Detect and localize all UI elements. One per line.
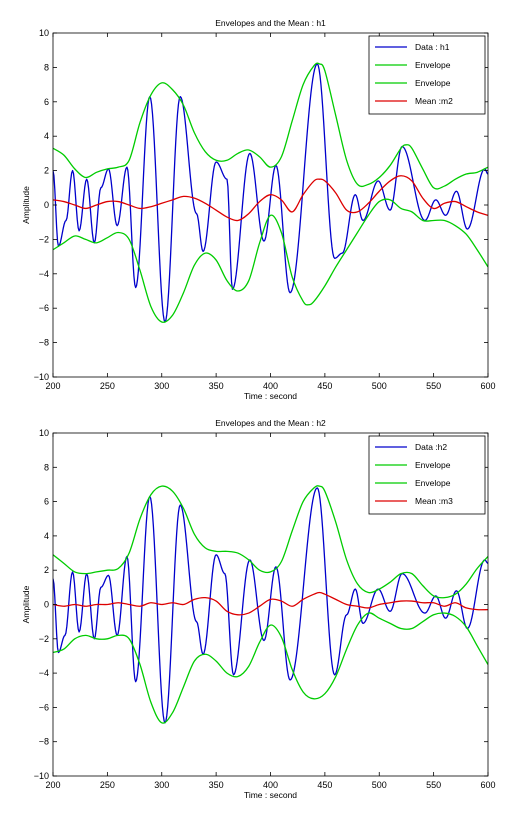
- chart-title: Envelopes and the Mean : h1: [215, 18, 326, 28]
- x-axis-label: Time : second: [244, 790, 297, 800]
- y-tick-label: 0: [44, 200, 49, 210]
- x-tick-label: 350: [209, 381, 224, 391]
- legend-entry: Envelope: [415, 460, 451, 470]
- series-line-4: [53, 175, 488, 222]
- y-tick-label: −8: [39, 338, 49, 348]
- series-line-2: [53, 485, 488, 599]
- x-tick-label: 300: [154, 381, 169, 391]
- legend-entry: Envelope: [415, 78, 451, 88]
- y-tick-label: 0: [44, 600, 49, 610]
- y-tick-label: −2: [39, 234, 49, 244]
- series-group: [53, 62, 488, 323]
- y-tick-label: −6: [39, 702, 49, 712]
- x-tick-label: 600: [480, 780, 495, 790]
- x-tick-label: 250: [100, 780, 115, 790]
- x-tick-label: 550: [426, 381, 441, 391]
- x-tick-label: 300: [154, 780, 169, 790]
- y-tick-label: 6: [44, 497, 49, 507]
- x-tick-label: 550: [426, 780, 441, 790]
- chart-title: Envelopes and the Mean : h2: [215, 418, 326, 428]
- y-tick-label: 4: [44, 531, 49, 541]
- legend-entry: Envelope: [415, 60, 451, 70]
- x-tick-label: 400: [263, 780, 278, 790]
- legend-entry: Mean :m2: [415, 96, 453, 106]
- y-tick-label: 8: [44, 462, 49, 472]
- legend-entry: Data :h2: [415, 442, 447, 452]
- y-tick-label: −2: [39, 634, 49, 644]
- x-tick-label: 200: [45, 381, 60, 391]
- y-axis-label: Amplitude: [21, 585, 31, 623]
- series-line-4: [53, 591, 488, 616]
- y-tick-label: 6: [44, 97, 49, 107]
- chart-h1: 200 250 300 350 400 450 500 550 600 −10 −8 −6 −4 −2 0 2…: [21, 18, 496, 400]
- x-axis-label: Time : second: [244, 391, 297, 400]
- x-tick-label: 350: [209, 780, 224, 790]
- series-line-1: [53, 63, 488, 323]
- y-tick-label: 4: [44, 131, 49, 141]
- y-tick-label: 10: [39, 28, 49, 38]
- series-line-3: [53, 198, 488, 323]
- y-tick-label: −8: [39, 737, 49, 747]
- x-tick-label: 500: [372, 780, 387, 790]
- y-tick-label: 2: [44, 565, 49, 575]
- x-tick-label: 600: [480, 381, 495, 391]
- x-tick-label: 400: [263, 381, 278, 391]
- y-tick-label: 2: [44, 166, 49, 176]
- x-tick-label: 450: [317, 780, 332, 790]
- legend-entry: Data : h1: [415, 42, 450, 52]
- y-tick-label: −6: [39, 303, 49, 313]
- y-tick-label: 10: [39, 428, 49, 438]
- series-line-2: [53, 62, 488, 190]
- legend-entry: Envelope: [415, 478, 451, 488]
- series-line-3: [53, 612, 488, 724]
- series-group: [53, 485, 488, 724]
- x-tick-label: 450: [317, 381, 332, 391]
- x-tick-label: 200: [45, 780, 60, 790]
- y-tick-label: −10: [34, 771, 49, 781]
- y-axis-label: Amplitude: [21, 186, 31, 224]
- y-tick-label: −4: [39, 269, 49, 279]
- x-tick-label: 500: [372, 381, 387, 391]
- x-tick-label: 250: [100, 381, 115, 391]
- y-tick-label: −4: [39, 668, 49, 678]
- y-tick-label: −10: [34, 372, 49, 382]
- y-tick-label: 8: [44, 62, 49, 72]
- legend-entry: Mean :m3: [415, 496, 453, 506]
- chart-h2: 200 250 300 350 400 450 500 550 600 −10 −8 −6 −4 −2 0 2…: [21, 418, 496, 800]
